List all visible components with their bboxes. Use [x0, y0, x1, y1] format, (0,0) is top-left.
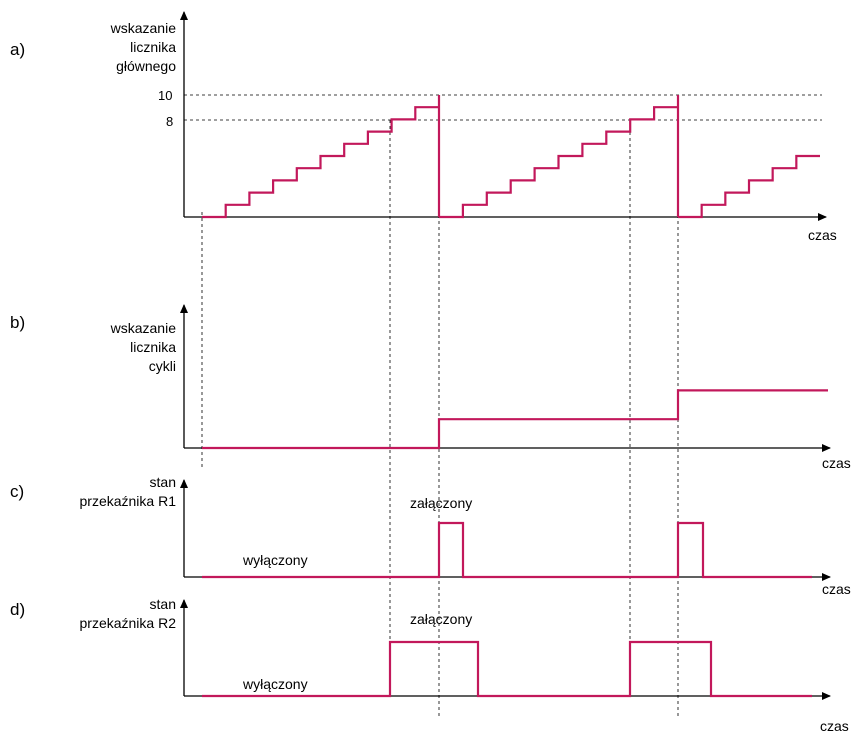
ylabel-b-line2: licznika	[130, 339, 176, 355]
ylabel-a-line3: głównego	[116, 58, 176, 74]
ylabel-b-line1: wskazanie	[110, 320, 177, 336]
ylabel-d-line2: przekaźnika R2	[80, 615, 177, 631]
xlabel-b: czas	[822, 455, 851, 471]
panel-label-a: a)	[10, 40, 25, 59]
xlabel-a: czas	[808, 227, 837, 243]
panel-label-d: d)	[10, 600, 25, 619]
panel-label-c: c)	[10, 482, 24, 501]
relay-r1-signal	[202, 521, 812, 579]
xlabel-d: czas	[820, 718, 849, 734]
ylabel-a-line1: wskazanie	[110, 20, 177, 36]
state-on-label-d: załączony	[410, 611, 472, 627]
tick-label-8: 8	[166, 114, 173, 129]
ylabel-a-line2: licznika	[130, 39, 176, 55]
cycle-counter-signal	[202, 389, 828, 450]
panel-label-b: b)	[10, 313, 25, 332]
state-on-label-c: załączony	[410, 495, 472, 511]
axes	[180, 11, 831, 700]
ylabel-c-line2: przekaźnika R1	[80, 493, 177, 509]
state-off-label-d: wyłączony	[242, 676, 308, 692]
ylabel-b-line3: cykli	[149, 358, 176, 374]
xlabel-c: czas	[822, 581, 851, 597]
main-counter-signal	[202, 95, 820, 219]
level-guides	[184, 94, 822, 121]
state-off-label-c: wyłączony	[242, 552, 308, 568]
ylabel-c-line1: stan	[150, 474, 176, 490]
relay-r2-signal	[202, 640, 812, 698]
ylabel-d-line1: stan	[150, 596, 176, 612]
tick-label-10: 10	[158, 88, 172, 103]
